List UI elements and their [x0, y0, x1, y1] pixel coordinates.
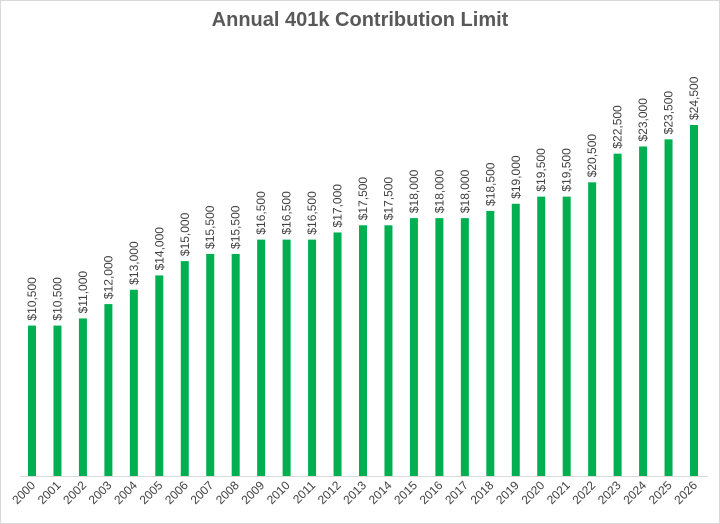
data-label-2021: $19,500 — [560, 148, 574, 192]
x-tick-label-2003: 2003 — [86, 478, 115, 507]
x-tick-label-2023: 2023 — [595, 478, 624, 507]
bar-2000 — [28, 325, 36, 476]
bar-2020 — [537, 196, 546, 476]
data-label-2004: $13,000 — [127, 241, 141, 285]
data-label-2019: $19,000 — [509, 155, 523, 199]
data-label-2002: $11,000 — [76, 271, 90, 314]
x-tick-label-2025: 2025 — [646, 478, 675, 507]
x-tick-label-2019: 2019 — [493, 478, 522, 507]
bar-2012 — [333, 232, 342, 476]
data-label-2026: $24,500 — [687, 76, 701, 120]
data-label-2003: $12,000 — [101, 255, 115, 299]
data-label-2015: $18,000 — [407, 169, 421, 213]
bar-2013 — [359, 225, 367, 476]
bar-2005 — [155, 275, 164, 476]
data-label-2016: $18,000 — [432, 169, 446, 213]
bar-2025 — [664, 139, 673, 476]
x-tick-label-2017: 2017 — [442, 478, 471, 507]
x-tick-label-2005: 2005 — [137, 478, 166, 507]
x-tick-label-2013: 2013 — [340, 478, 369, 507]
data-label-2017: $18,000 — [458, 169, 472, 213]
x-tick-label-2001: 2001 — [35, 478, 64, 507]
bar-2018 — [486, 210, 495, 477]
data-label-2012: $17,000 — [331, 184, 345, 228]
x-tick-label-2000: 2000 — [9, 478, 38, 507]
data-label-2010: $16,500 — [280, 191, 294, 235]
data-label-2022: $20,500 — [585, 134, 599, 178]
bar-2001 — [53, 325, 62, 476]
bar-2003 — [104, 304, 113, 476]
x-tick-label-2002: 2002 — [60, 478, 89, 507]
data-label-2013: $17,500 — [356, 177, 370, 221]
bar-2022 — [588, 182, 597, 476]
data-label-2007: $15,500 — [203, 205, 217, 249]
data-label-2020: $19,500 — [534, 148, 548, 192]
chart-title: Annual 401k Contribution Limit — [211, 9, 509, 31]
x-tick-label-2022: 2022 — [569, 478, 598, 507]
x-tick-label-2026: 2026 — [671, 478, 700, 507]
x-tick-label-2024: 2024 — [620, 478, 649, 507]
bar-2017 — [460, 218, 469, 477]
data-label-2024: $23,000 — [636, 98, 650, 142]
data-label-2025: $23,500 — [662, 91, 676, 135]
bar-2024 — [639, 146, 648, 476]
x-tick-label-2009: 2009 — [238, 478, 267, 507]
bar-2007 — [206, 253, 215, 476]
bar-2026 — [690, 125, 698, 476]
bar-2014 — [384, 225, 393, 476]
x-tick-label-2018: 2018 — [468, 478, 497, 507]
data-label-2001: $10,500 — [50, 277, 64, 321]
bar-2016 — [435, 218, 444, 477]
bar-2011 — [308, 239, 317, 476]
x-tick-label-2011: 2011 — [290, 478, 318, 506]
x-tick-label-2021: 2021 — [544, 478, 573, 507]
bar-2021 — [562, 196, 571, 476]
data-label-2011: $16,500 — [305, 191, 319, 235]
x-tick-label-2016: 2016 — [417, 478, 446, 507]
x-tick-label-2020: 2020 — [519, 478, 548, 507]
data-label-2005: $14,000 — [152, 227, 166, 271]
bar-2010 — [282, 239, 291, 476]
x-tick-label-2007: 2007 — [188, 478, 217, 507]
data-label-2009: $16,500 — [254, 191, 268, 235]
data-label-2008: $15,500 — [229, 205, 243, 249]
x-tick-label-2014: 2014 — [366, 478, 395, 507]
data-label-2006: $15,000 — [178, 212, 192, 256]
bar-2006 — [180, 261, 189, 476]
bar-2008 — [231, 253, 240, 476]
x-tick-label-2006: 2006 — [162, 478, 191, 507]
bar-2015 — [409, 218, 418, 477]
x-tick-label-2008: 2008 — [213, 478, 242, 507]
x-tick-label-2010: 2010 — [264, 478, 293, 507]
data-label-2023: $22,500 — [611, 105, 625, 149]
bar-2009 — [257, 239, 266, 476]
x-tick-label-2004: 2004 — [111, 478, 140, 507]
bar-2004 — [129, 289, 138, 476]
x-tick-label-2015: 2015 — [391, 478, 420, 507]
data-label-2018: $18,500 — [483, 162, 497, 206]
data-label-2000: $10,500 — [25, 277, 39, 321]
bar-2019 — [511, 203, 520, 477]
bar-2002 — [78, 318, 87, 476]
x-tick-label-2012: 2012 — [315, 478, 344, 507]
bar-2023 — [613, 153, 622, 476]
data-label-2014: $17,500 — [381, 177, 395, 221]
